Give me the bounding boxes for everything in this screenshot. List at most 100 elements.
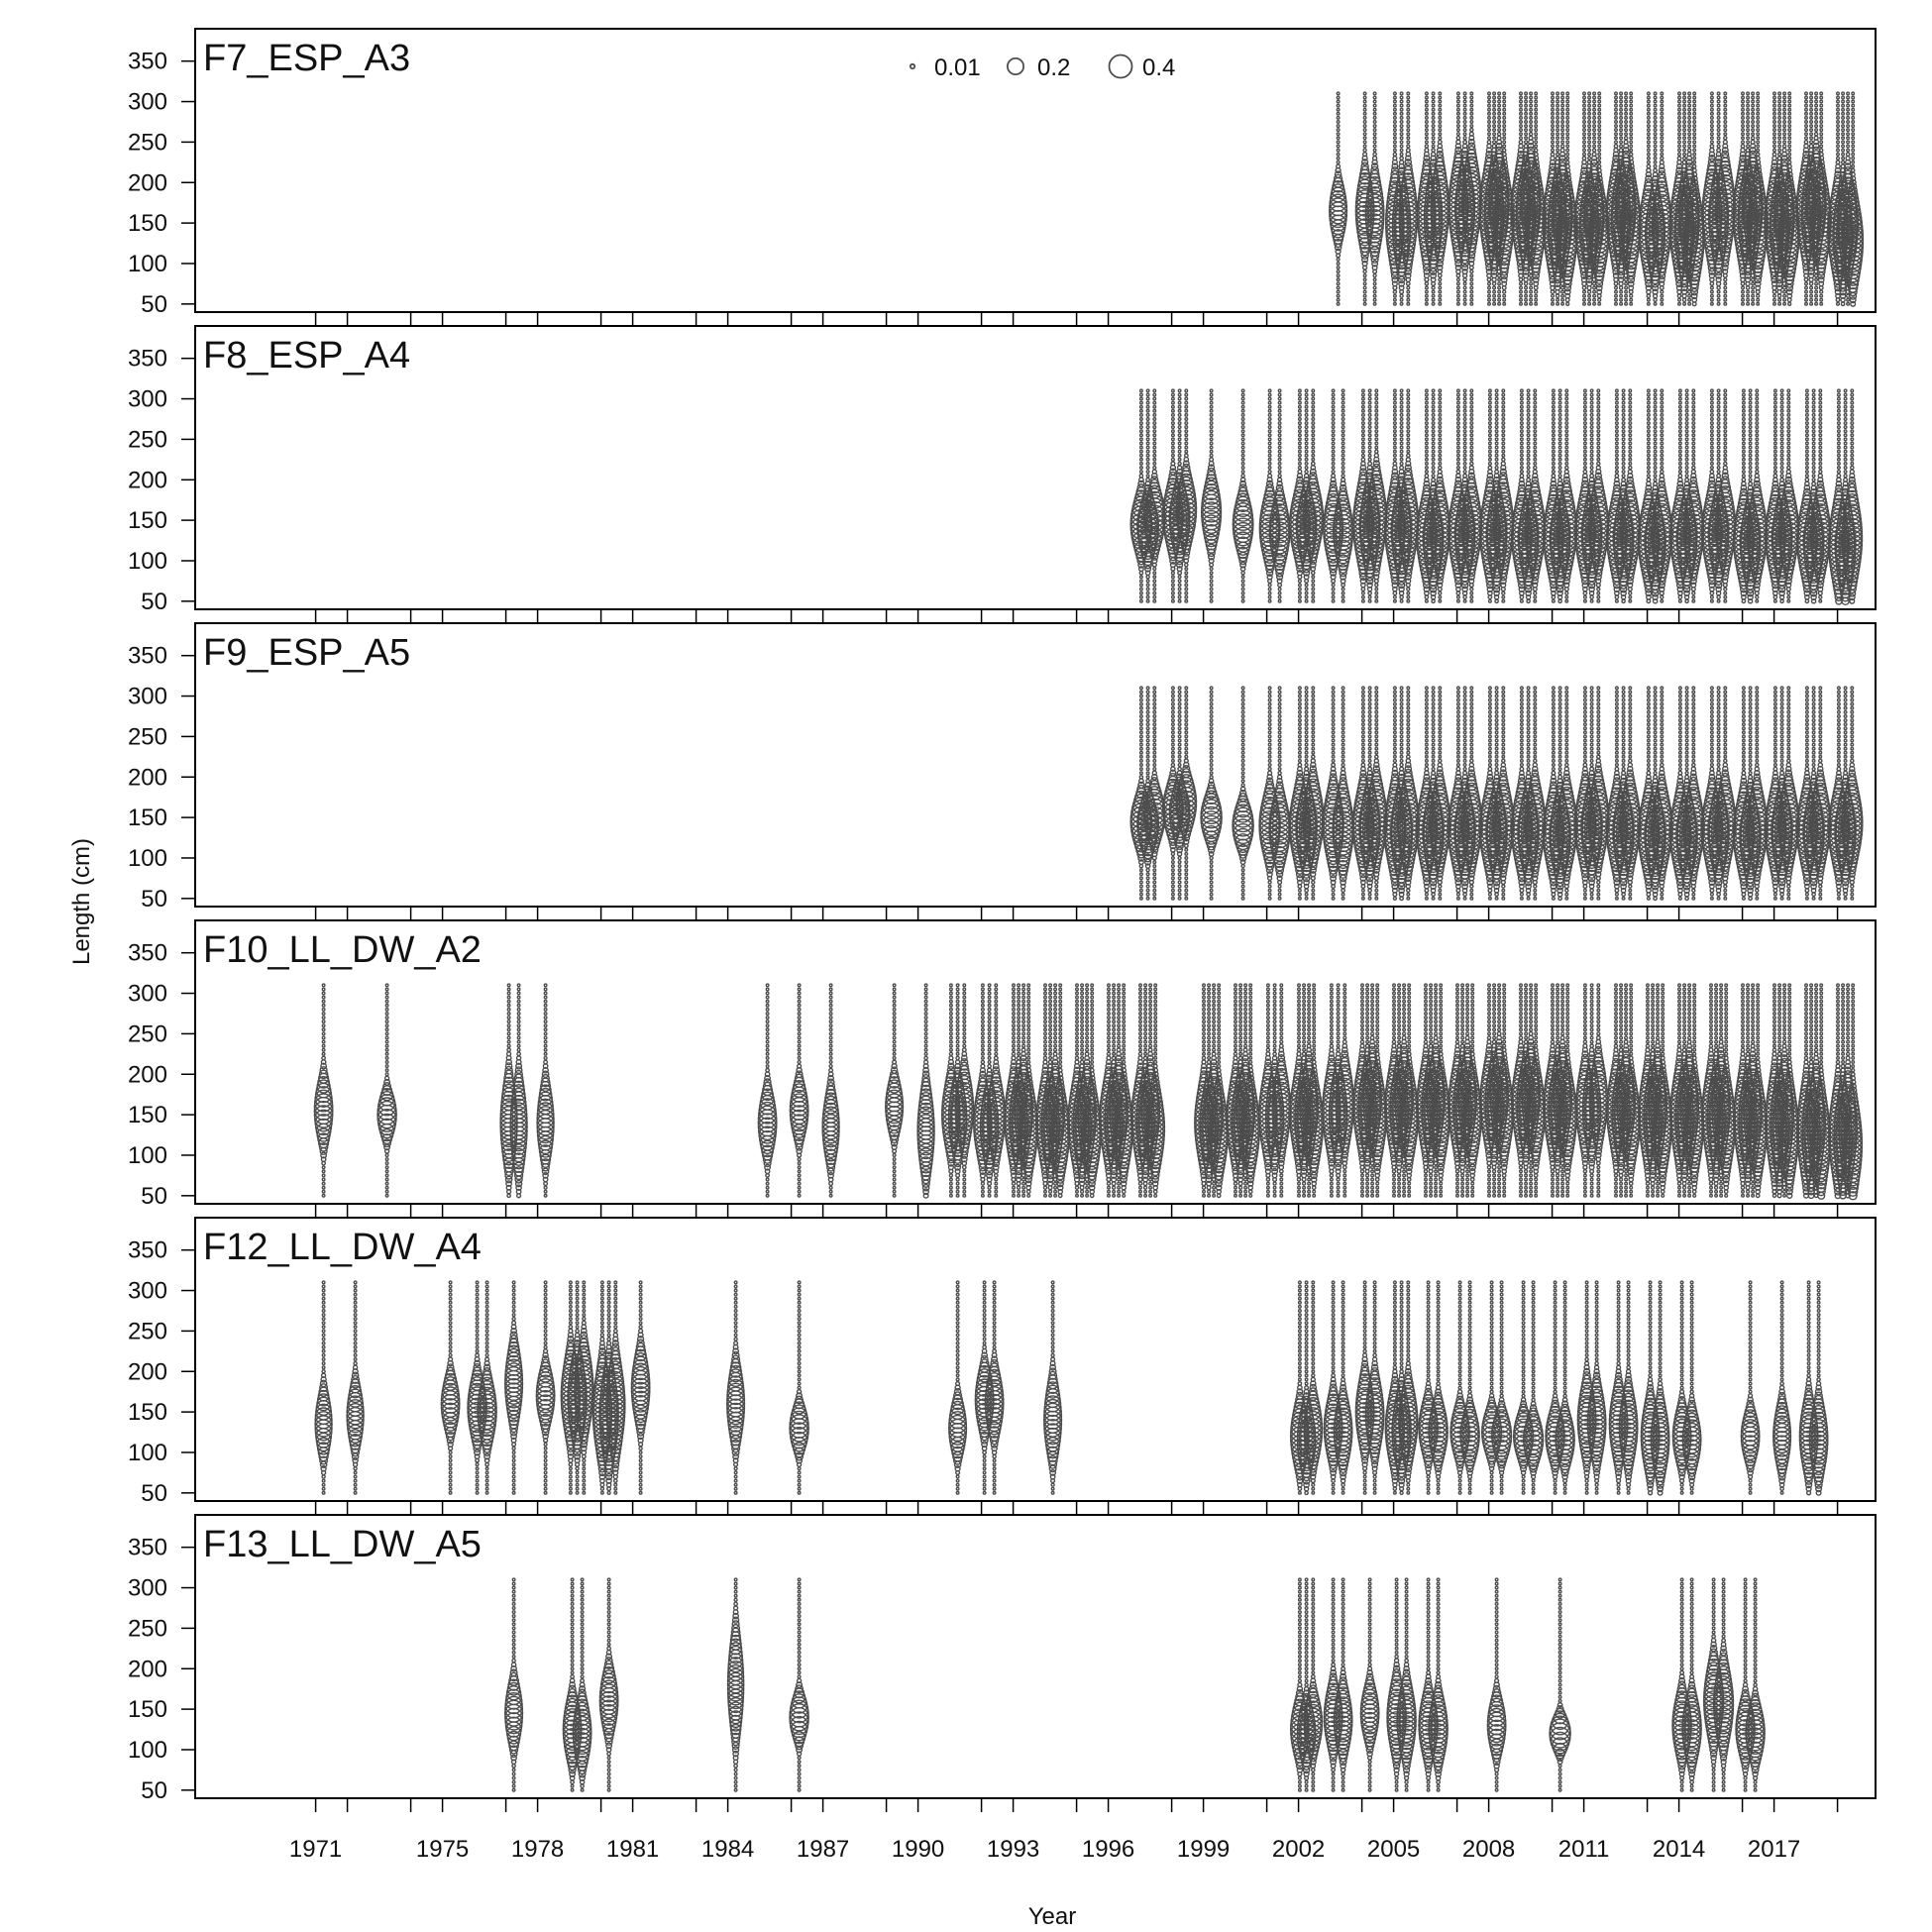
bubble: [1847, 125, 1850, 128]
bubble: [1337, 286, 1340, 289]
bubble: [1337, 294, 1340, 297]
bubble: [1299, 442, 1302, 445]
bubble: [1525, 298, 1528, 301]
bubble: [1362, 600, 1365, 603]
bubble: [1178, 600, 1181, 603]
bubble: [1337, 145, 1340, 148]
bubble: [1582, 161, 1586, 164]
bubble: [1820, 129, 1823, 132]
bubble: [1757, 133, 1760, 136]
bubble: [1470, 96, 1473, 99]
bubble: [1241, 414, 1244, 417]
bubble: [1852, 165, 1855, 168]
bubble: [1498, 117, 1501, 120]
bubble: [1551, 290, 1554, 293]
bubble: [1432, 141, 1435, 144]
bubble: [1841, 164, 1845, 168]
bubble: [1361, 458, 1364, 461]
bubble: [1426, 442, 1429, 445]
bubble: [1373, 113, 1376, 116]
bubble: [1593, 92, 1596, 95]
bubble: [1520, 117, 1523, 120]
bubble: [1368, 422, 1371, 425]
bubble: [1503, 298, 1506, 301]
bubble: [1502, 450, 1505, 453]
bubble: [1470, 270, 1473, 273]
bubble: [1493, 290, 1496, 293]
bubble: [1615, 100, 1618, 103]
bubble: [1593, 290, 1596, 293]
bubble: [1363, 129, 1366, 132]
bubble: [1432, 389, 1435, 392]
bubble: [1820, 133, 1823, 136]
bubble: [1561, 133, 1564, 136]
bubble: [1693, 161, 1696, 164]
bubble: [1648, 100, 1651, 103]
bubble: [1503, 149, 1506, 152]
bubble: [1498, 129, 1501, 132]
bubble: [1498, 133, 1501, 136]
bubble: [1268, 474, 1272, 478]
bubble: [1488, 466, 1491, 469]
bubble: [1773, 104, 1776, 107]
bubble: [1394, 595, 1397, 598]
bubble: [1724, 96, 1727, 99]
bubble: [1837, 153, 1840, 156]
bubble: [1362, 418, 1365, 421]
bubble: [1742, 100, 1745, 103]
bubble: [1495, 446, 1498, 449]
bubble: [1210, 584, 1213, 587]
bubble: [1630, 129, 1633, 132]
bubble: [1368, 450, 1371, 453]
bubble: [1660, 161, 1664, 164]
bubble: [1456, 137, 1459, 140]
bubble: [1783, 113, 1786, 116]
bubble: [1426, 137, 1429, 140]
bubble: [1185, 580, 1188, 583]
bubble: [1432, 405, 1435, 408]
bubble: [1305, 591, 1308, 594]
bubble: [1299, 426, 1302, 429]
bubble: [1342, 446, 1344, 449]
bubble: [1815, 113, 1818, 116]
bubble: [1661, 117, 1664, 120]
bubble: [1625, 298, 1628, 301]
bubble: [1312, 422, 1315, 425]
bubble: [1778, 104, 1781, 107]
bubble: [1717, 133, 1720, 136]
bubble: [1407, 129, 1410, 132]
bubble: [1619, 286, 1622, 289]
bubble: [1682, 298, 1685, 301]
bubble: [1185, 576, 1188, 579]
bubble: [1172, 591, 1175, 594]
bubble: [1783, 286, 1786, 289]
bubble: [1185, 426, 1188, 429]
bubble: [1620, 298, 1623, 301]
bubble: [1556, 149, 1559, 152]
bubble: [1630, 100, 1633, 103]
bubble: [1493, 100, 1496, 103]
bubble: [1153, 576, 1156, 579]
bubble: [1299, 397, 1302, 400]
bubble: [1493, 137, 1496, 140]
bubble: [1593, 133, 1596, 136]
bubble: [1495, 405, 1498, 408]
bubble: [1788, 113, 1791, 116]
bubble: [1503, 104, 1506, 107]
bubble: [1457, 282, 1460, 285]
bubble: [1747, 96, 1750, 99]
bubble: [1332, 401, 1335, 404]
bubble: [1470, 121, 1473, 124]
bubble: [1363, 104, 1366, 107]
bubble: [1783, 303, 1786, 306]
bubble: [1240, 478, 1244, 482]
bubble: [1278, 434, 1281, 437]
bubble: [1588, 96, 1591, 99]
bubble: [1654, 168, 1658, 172]
bubble: [1488, 290, 1491, 293]
bubble: [1778, 121, 1781, 124]
bubble: [1552, 104, 1555, 107]
bubble: [1495, 459, 1498, 462]
bubble: [1852, 161, 1855, 164]
bubble: [1185, 410, 1188, 413]
